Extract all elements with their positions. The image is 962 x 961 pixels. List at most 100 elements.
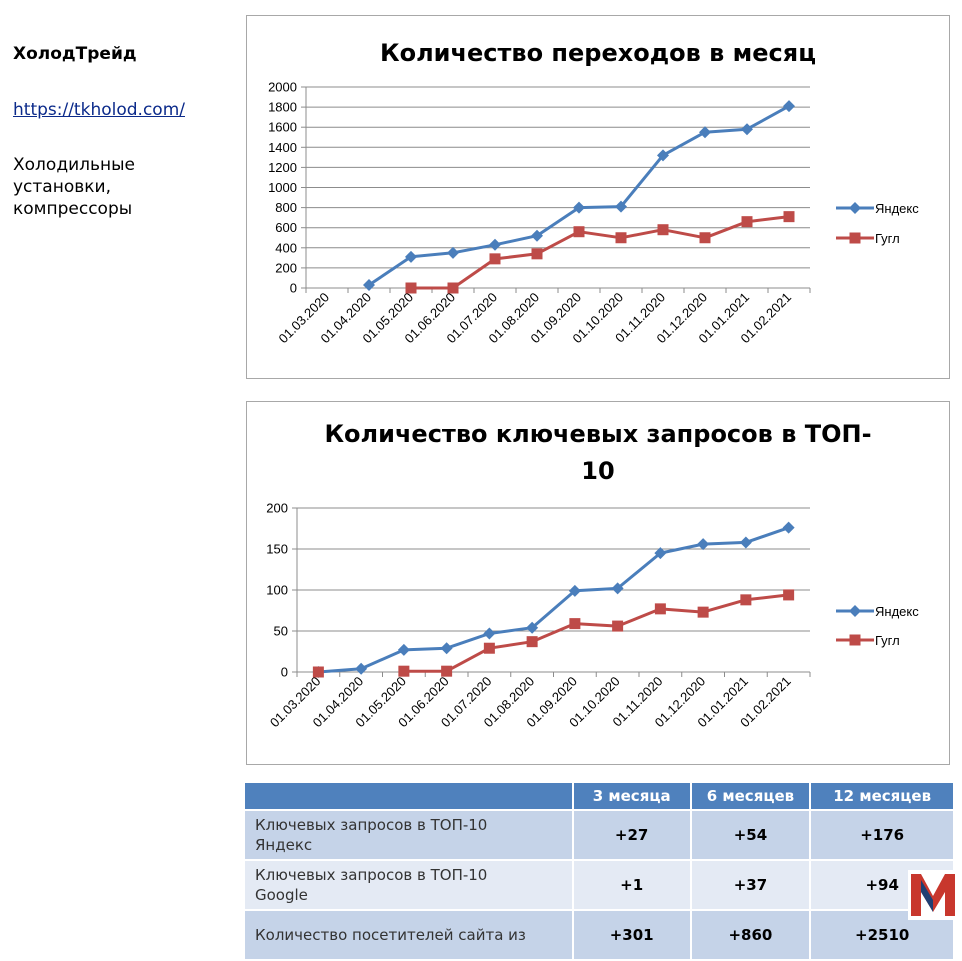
label-line: Ключевых запросов в ТОП-10 — [255, 816, 488, 834]
data-point-google — [526, 636, 538, 648]
y-tick-label: 0 — [290, 281, 297, 296]
description-line: Холодильные — [13, 155, 135, 175]
y-tick-label: 600 — [275, 220, 297, 235]
y-tick-label: 100 — [266, 583, 288, 598]
data-point-google — [405, 282, 417, 294]
table-row-label: Ключевых запросов в ТОП-10 Google — [243, 859, 574, 911]
description-line: установки, — [13, 177, 111, 197]
series-line-google — [403, 593, 789, 673]
table-cell: +176 — [809, 809, 955, 861]
data-point-google — [741, 216, 753, 228]
data-point-yandex — [483, 627, 496, 640]
table-row: Ключевых запросов в ТОП-10 Google +1 +37… — [243, 859, 955, 911]
description-line: компрессоры — [13, 199, 133, 219]
data-point-yandex — [363, 278, 375, 291]
table-cell: +54 — [689, 809, 812, 861]
y-tick-label: 50 — [274, 624, 288, 639]
legend-label: Яндекс — [875, 604, 919, 619]
y-tick-label: 1600 — [268, 120, 297, 135]
stats-table: 3 месяца 6 месяцев 12 месяцев Ключевых з… — [243, 781, 955, 961]
data-point-yandex — [489, 238, 501, 251]
data-point-yandex — [699, 126, 711, 139]
table-row-label: Ключевых запросов в ТОП-10 Яндекс — [243, 809, 574, 861]
table-header-cell: 12 месяцев — [809, 781, 955, 811]
company-url-link[interactable]: https://tkholod.com/ — [13, 100, 185, 120]
data-point-yandex — [739, 536, 752, 549]
table-cell: +37 — [689, 859, 812, 911]
y-tick-label: 200 — [266, 501, 288, 516]
data-point-google — [612, 620, 624, 632]
table-row: Ключевых запросов в ТОП-10 Яндекс +27 +5… — [243, 809, 955, 861]
data-point-yandex — [615, 200, 627, 213]
table-header-cell: 3 месяца — [571, 781, 692, 811]
y-tick-label: 2000 — [268, 80, 297, 95]
y-tick-label: 800 — [275, 200, 297, 215]
label-line: Google — [255, 886, 308, 904]
company-name: ХолодТрейд — [13, 44, 137, 64]
data-point-yandex — [573, 201, 585, 214]
chart-title: Количество переходов в месяц — [380, 39, 816, 67]
y-tick-label: 200 — [275, 260, 297, 275]
table-row: Количество посетителей сайта из +301 +86… — [243, 909, 955, 961]
table-row-label: Количество посетителей сайта из — [243, 909, 574, 961]
data-point-google — [654, 603, 666, 615]
table-cell: +301 — [571, 909, 692, 961]
y-tick-label: 1000 — [268, 180, 297, 195]
y-tick-label: 400 — [275, 240, 297, 255]
chart-title: 10 — [581, 457, 614, 485]
table-header-row: 3 месяца 6 месяцев 12 месяцев — [243, 781, 955, 811]
data-point-google — [441, 665, 453, 677]
y-tick-label: 1400 — [268, 140, 297, 155]
visits-chart: Количество переходов в месяц 0 200 400 600 80… — [246, 15, 950, 379]
data-point-yandex — [783, 100, 795, 113]
m-logo-icon — [908, 870, 958, 920]
data-point-yandex — [697, 538, 710, 551]
legend-marker — [849, 634, 861, 646]
data-point-google — [699, 232, 711, 244]
legend-label: Гугл — [875, 231, 900, 246]
company-description: Холодильные установки, компрессоры — [13, 154, 173, 220]
data-point-yandex — [611, 582, 624, 595]
table-cell: +27 — [571, 809, 692, 861]
data-point-yandex — [654, 547, 667, 560]
data-point-yandex — [440, 642, 453, 655]
label-line: Количество посетителей сайта из — [255, 926, 526, 944]
series-line-yandex — [368, 104, 790, 287]
data-point-google — [489, 253, 501, 265]
data-point-yandex — [405, 250, 417, 263]
data-point-google — [740, 594, 752, 606]
data-point-google — [312, 666, 324, 678]
y-tick-label: 150 — [266, 542, 288, 557]
data-point-google — [483, 642, 495, 654]
data-point-google — [697, 606, 709, 618]
legend-marker — [849, 605, 861, 617]
legend-marker — [849, 202, 861, 214]
data-point-google — [531, 248, 543, 260]
data-point-yandex — [526, 621, 539, 634]
data-point-yandex — [741, 123, 753, 136]
data-point-yandex — [568, 584, 581, 597]
table-cell: +860 — [689, 909, 812, 961]
data-point-google — [657, 224, 669, 236]
data-point-yandex — [355, 662, 368, 675]
data-point-yandex — [657, 149, 669, 162]
y-tick-label: 1800 — [268, 100, 297, 115]
visits-chart-svg: Количество переходов в месяц 0 200 400 600 80… — [268, 39, 919, 346]
series-line-yandex — [318, 526, 790, 674]
data-point-yandex — [447, 246, 459, 259]
data-point-google — [447, 282, 459, 294]
data-point-google — [398, 665, 410, 677]
label-line: Ключевых запросов в ТОП-10 — [255, 866, 488, 884]
data-point-google — [615, 232, 627, 244]
y-tick-label: 1200 — [268, 160, 297, 175]
data-point-yandex — [531, 229, 543, 242]
data-point-yandex — [782, 521, 795, 534]
legend-marker — [849, 232, 861, 244]
legend-label: Гугл — [875, 633, 900, 648]
table-cell: +1 — [571, 859, 692, 911]
company-info: ХолодТрейд https://tkholod.com/ Холодиль… — [13, 44, 233, 220]
data-point-google — [573, 226, 585, 238]
chart-title: Количество ключевых запросов в ТОП- — [324, 420, 871, 448]
y-tick-label: 0 — [281, 665, 288, 680]
label-line: Яндекс — [255, 836, 313, 854]
